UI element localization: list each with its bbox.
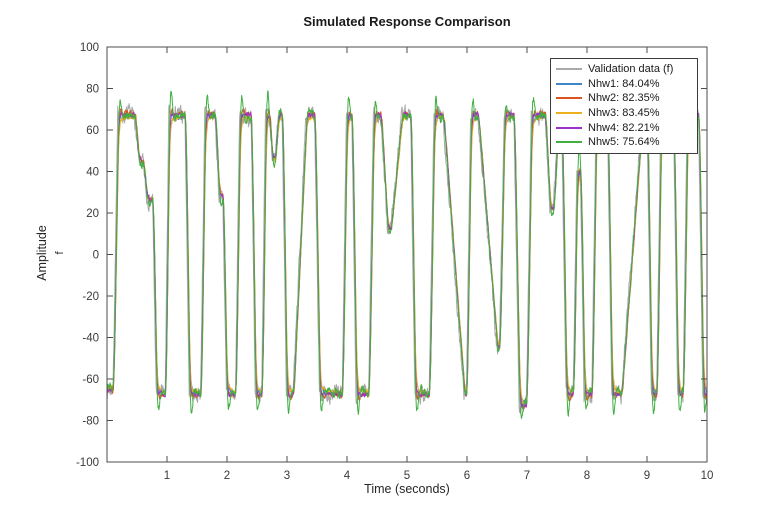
y-tick-label: 0 <box>93 250 99 262</box>
x-tick-label: 1 <box>164 470 170 482</box>
x-axis-label: Time (seconds) <box>364 482 450 496</box>
legend-line-sample <box>556 112 582 115</box>
legend-line-sample <box>556 126 582 129</box>
y-axis-label: Amplitude <box>35 225 49 281</box>
y-tick-label: 80 <box>86 84 99 96</box>
legend-line-sample <box>556 68 582 71</box>
y-tick-label: 100 <box>80 42 99 54</box>
legend-label: Nhw4: 82.21% <box>588 121 660 134</box>
x-tick-label: 5 <box>404 470 410 482</box>
legend-line-sample <box>556 97 582 100</box>
y-tick-label: -60 <box>82 374 99 386</box>
series-line-1 <box>107 113 707 406</box>
legend-label: Nhw1: 84.04% <box>588 77 660 90</box>
legend-item-1: Nhw1: 84.04% <box>556 77 691 92</box>
series-line-3 <box>107 114 707 405</box>
x-tick-label: 4 <box>344 470 351 482</box>
series-line-4 <box>107 111 707 408</box>
legend-item-4: Nhw4: 82.21% <box>556 120 691 135</box>
x-tick-label: 8 <box>584 470 590 482</box>
legend: Validation data (f) Nhw1: 84.04% Nhw2: 82.… <box>550 58 698 154</box>
chart-title: Simulated Response Comparison <box>303 14 511 29</box>
x-tick-label: 10 <box>701 470 714 482</box>
y-tick-label: -20 <box>82 291 99 303</box>
legend-item-5: Nhw5: 75.64% <box>556 135 691 150</box>
legend-label: Nhw5: 75.64% <box>588 136 660 149</box>
legend-item-3: Nhw3: 83.45% <box>556 106 691 121</box>
x-tick-label: 3 <box>284 470 290 482</box>
legend-item-2: Nhw2: 82.35% <box>556 91 691 106</box>
y-axis-sublabel: f <box>54 251 66 255</box>
y-tick-label: 60 <box>86 125 99 137</box>
x-tick-label: 6 <box>464 470 470 482</box>
y-tick-label: 40 <box>86 167 99 179</box>
legend-label: Nhw2: 82.35% <box>588 92 660 105</box>
legend-line-sample <box>556 141 582 144</box>
x-tick-label: 7 <box>524 470 530 482</box>
legend-label: Nhw3: 83.45% <box>588 107 660 120</box>
y-tick-label: -80 <box>82 416 99 428</box>
legend-label: Validation data (f) <box>588 63 674 76</box>
x-tick-label: 2 <box>224 470 230 482</box>
x-tick-label: 9 <box>644 470 650 482</box>
y-tick-label: -40 <box>82 333 99 345</box>
y-tick-label: 20 <box>86 208 99 220</box>
legend-item-0: Validation data (f) <box>556 62 691 77</box>
legend-line-sample <box>556 82 582 85</box>
y-tick-label: -100 <box>76 457 99 469</box>
